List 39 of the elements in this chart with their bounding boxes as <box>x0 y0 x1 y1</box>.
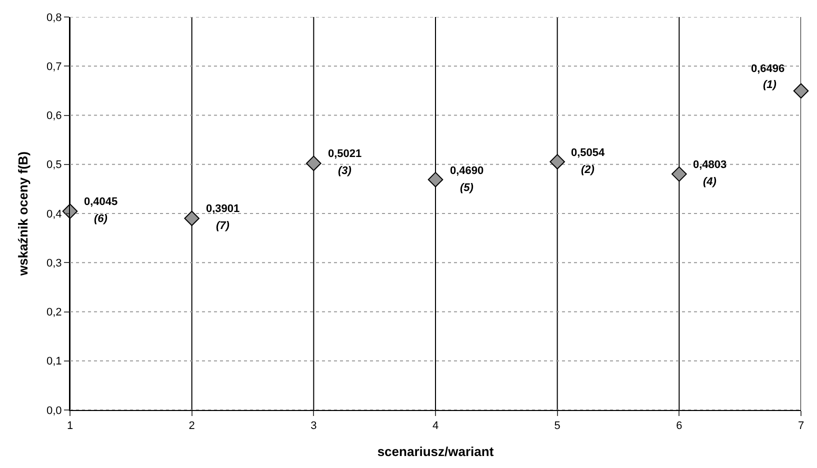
data-label: 0,5021 <box>328 148 362 160</box>
x-tick-label: 2 <box>188 420 195 432</box>
data-label: 0,4803 <box>693 159 727 171</box>
annotation: (7) <box>216 220 230 232</box>
y-tick-label: 0,6 <box>46 110 62 122</box>
y-tick-label: 0,5 <box>46 159 62 172</box>
y-tick-label: 0,2 <box>46 306 62 319</box>
point <box>793 83 809 99</box>
x-tick-label: 4 <box>432 420 439 432</box>
data-label: 0,6496 <box>751 63 785 75</box>
point <box>672 166 687 182</box>
y-tick-label: 0,4 <box>46 208 62 220</box>
x-tick-label: 3 <box>310 420 317 432</box>
point <box>62 204 78 219</box>
annotation: (3) <box>338 165 352 177</box>
data-label: 0,4690 <box>450 165 484 177</box>
y-axis-title: wskaźnik oceny f(B) <box>15 151 30 277</box>
annotation: (2) <box>581 164 595 176</box>
annotation: (5) <box>460 182 474 194</box>
x-tick-label: 7 <box>798 420 804 432</box>
y-tick-label: 0,8 <box>46 12 62 24</box>
y-tick-label: 0,1 <box>46 356 62 368</box>
x-tick-label: 6 <box>676 420 682 432</box>
data-label: 0,3901 <box>206 203 240 215</box>
y-tick-label: 0,3 <box>46 257 62 270</box>
point <box>306 156 322 171</box>
x-tick-label: 5 <box>554 420 560 432</box>
y-tick-label: 0,0 <box>46 404 62 417</box>
data-label: 0,4045 <box>84 196 118 208</box>
x-axis-title: scenariusz/wariant <box>377 444 494 459</box>
data-label: 0,5054 <box>571 147 606 159</box>
x-tick-label: 1 <box>66 420 74 432</box>
point <box>550 154 565 170</box>
annotation: (4) <box>703 176 717 188</box>
point <box>184 210 200 226</box>
annotation: (1) <box>763 79 777 91</box>
annotation: (6) <box>94 213 108 225</box>
point <box>428 172 444 188</box>
y-tick-label: 0,7 <box>46 60 62 73</box>
